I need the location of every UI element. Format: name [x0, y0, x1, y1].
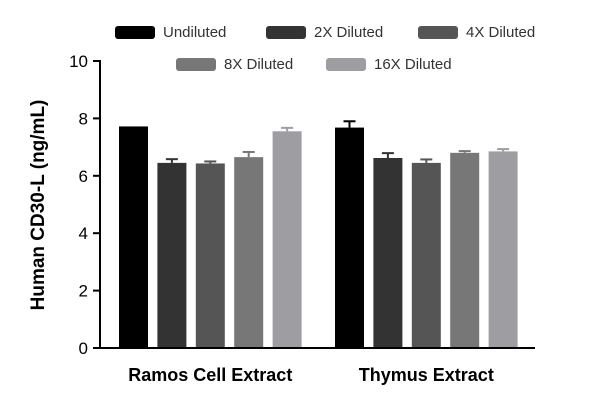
y-tick-label: 10 — [69, 52, 88, 71]
legend-swatch — [266, 26, 306, 39]
x-category-label: Thymus Extract — [359, 365, 494, 385]
y-tick-label: 8 — [79, 109, 88, 128]
y-tick-label: 2 — [79, 282, 88, 301]
bar — [373, 158, 403, 348]
y-tick-label: 4 — [79, 224, 88, 243]
error-bars-layer — [165, 120, 510, 164]
bar — [488, 151, 518, 348]
legend-swatch — [176, 58, 216, 71]
bars-layer — [119, 126, 518, 348]
legend-label: 2X Diluted — [314, 24, 383, 41]
bar — [450, 152, 480, 348]
x-category-label: Ramos Cell Extract — [128, 365, 292, 385]
y-tick-label: 6 — [79, 167, 88, 186]
bar — [411, 162, 441, 348]
bar — [272, 131, 302, 348]
y-ticks: 0 2 4 6 8 10 — [69, 52, 100, 358]
bar — [234, 157, 264, 348]
bar — [119, 126, 148, 348]
bar — [195, 163, 225, 348]
x-category-labels: Ramos Cell Extract Thymus Extract — [128, 365, 494, 385]
axes — [99, 60, 535, 349]
legend-label: 8X Diluted — [224, 56, 293, 73]
legend: Undiluted 2X Diluted 4X Diluted 8X Diluted 1… — [115, 24, 535, 73]
legend-swatch — [418, 26, 458, 39]
legend-swatch — [115, 26, 155, 39]
bar — [157, 162, 187, 348]
bar — [335, 127, 364, 348]
y-axis-title: Human CD30-L (ng/mL) — [28, 100, 49, 311]
legend-label: Undiluted — [163, 24, 226, 41]
legend-label: 4X Diluted — [466, 24, 535, 41]
y-tick-label: 0 — [79, 339, 88, 358]
legend-label: 16X Diluted — [374, 56, 452, 73]
legend-swatch — [326, 58, 366, 71]
